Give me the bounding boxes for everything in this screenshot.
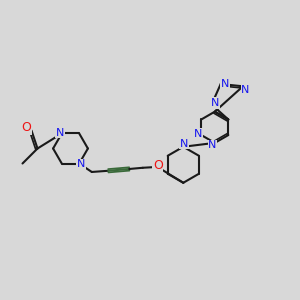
Text: O: O [153, 159, 163, 172]
Text: N: N [56, 128, 64, 138]
Text: N: N [211, 98, 219, 108]
Text: N: N [221, 79, 230, 89]
Text: O: O [21, 121, 31, 134]
Text: N: N [208, 140, 217, 150]
Text: N: N [194, 129, 202, 139]
Text: N: N [241, 85, 250, 95]
Text: N: N [180, 139, 188, 149]
Text: N: N [76, 159, 85, 169]
